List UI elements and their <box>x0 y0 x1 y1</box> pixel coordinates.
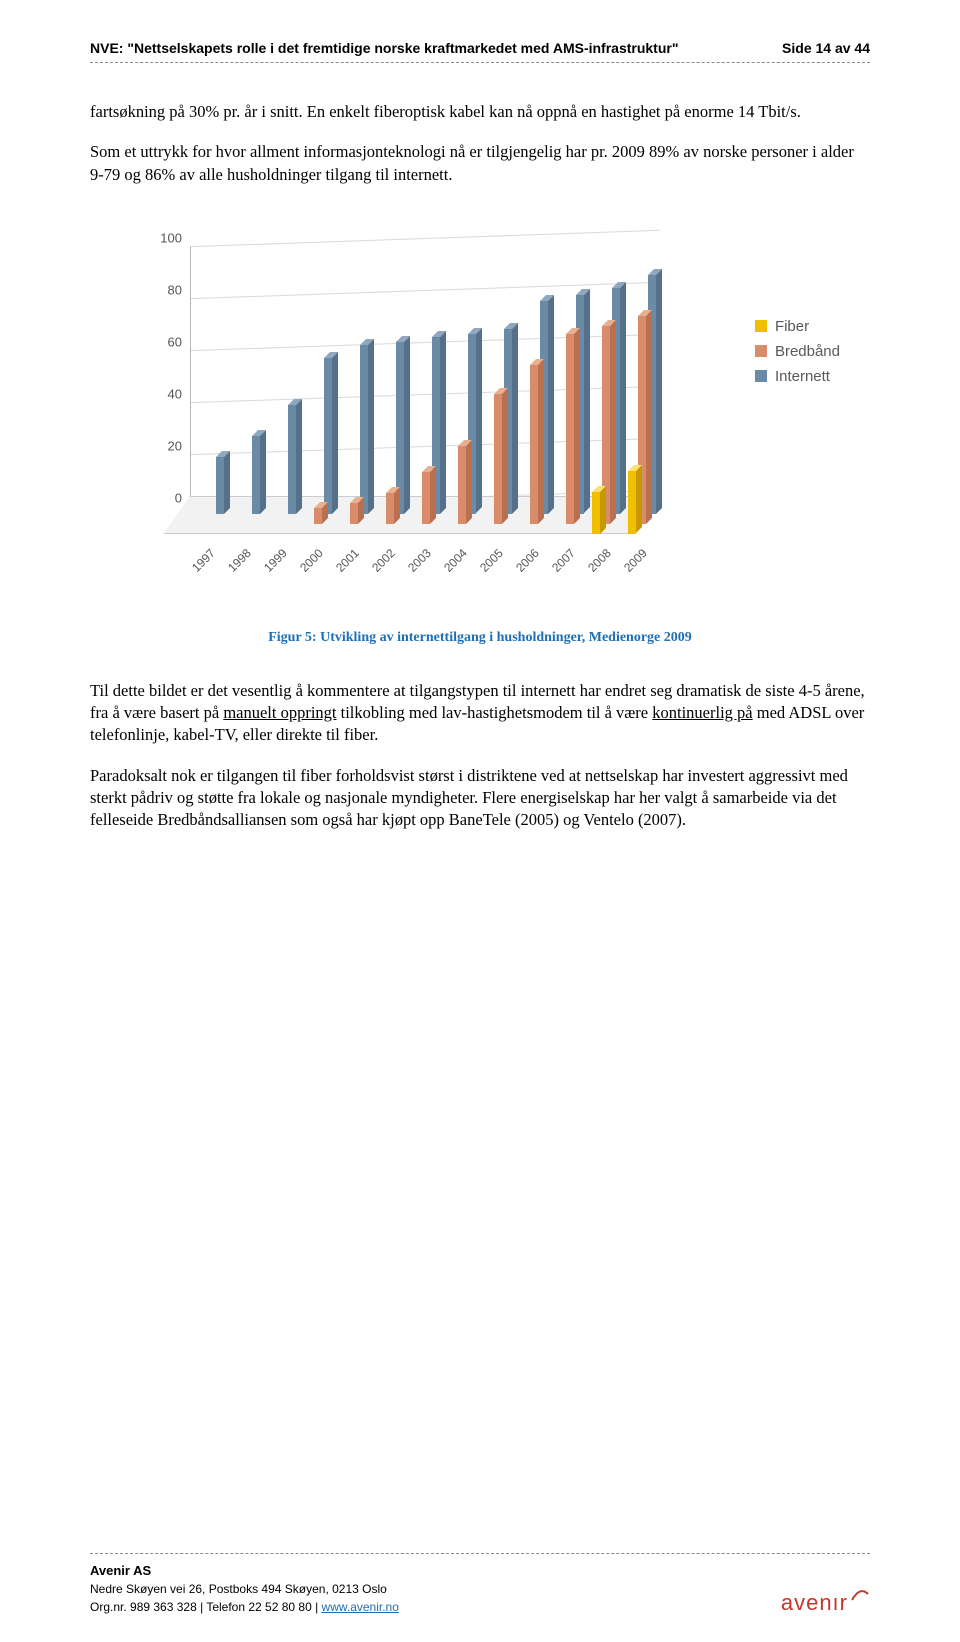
bar-internett-1999 <box>288 405 296 514</box>
footer-text: Avenir AS Nedre Skøyen vei 26, Postboks … <box>90 1562 399 1616</box>
x-tick-label: 1997 <box>180 546 218 584</box>
chart-plot-area: 020406080100 199719981999200020012002200… <box>140 238 700 558</box>
footer-company: Avenir AS <box>90 1562 399 1581</box>
x-tick-label: 2001 <box>324 546 362 584</box>
bar-internett-2000 <box>324 358 332 514</box>
paragraph-3: Til dette bildet er det vesentlig å komm… <box>90 680 870 747</box>
bar-internett-2001 <box>360 345 368 514</box>
logo-swoosh-icon <box>850 1584 870 1604</box>
legend-swatch <box>755 370 767 382</box>
chart-y-axis: 020406080100 <box>140 238 188 498</box>
p3-underline-1: manuelt oppringt <box>223 703 336 722</box>
paragraph-4: Paradoksalt nok er tilgangen til fiber f… <box>90 765 870 832</box>
x-tick-label: 2008 <box>576 546 614 584</box>
footer-contact-text: Org.nr. 989 363 328 | Telefon 22 52 80 8… <box>90 1600 322 1614</box>
avenir-logo: avenır <box>781 1590 870 1616</box>
header-divider <box>90 62 870 63</box>
x-tick-label: 2003 <box>396 546 434 584</box>
body-text-lower: Til dette bildet er det vesentlig å komm… <box>90 680 870 832</box>
y-tick-label: 80 <box>168 282 182 297</box>
bar-bredbånd-2006 <box>530 365 538 524</box>
x-tick-label: 1998 <box>216 546 254 584</box>
logo-text: avenır <box>781 1590 848 1615</box>
bar-fiber-2009 <box>628 471 636 533</box>
bar-internett-1997 <box>216 457 224 514</box>
footer-website-link[interactable]: www.avenir.no <box>322 1600 399 1614</box>
footer-divider <box>90 1553 870 1554</box>
chart-legend: Fiber Bredbånd Internett <box>755 318 840 393</box>
y-tick-label: 20 <box>168 438 182 453</box>
paragraph-1: fartsøkning på 30% pr. år i snitt. En en… <box>90 101 870 123</box>
bar-bredbånd-2004 <box>458 446 466 524</box>
x-tick-label: 2005 <box>468 546 506 584</box>
bar-internett-1998 <box>252 436 260 514</box>
body-text: fartsøkning på 30% pr. år i snitt. En en… <box>90 101 870 186</box>
x-tick-label: 2006 <box>504 546 542 584</box>
chart-x-axis: 1997199819992000200120022003200420052006… <box>168 540 658 600</box>
x-tick-label: 1999 <box>252 546 290 584</box>
bar-fiber-2008 <box>592 492 600 534</box>
y-tick-label: 100 <box>160 230 182 245</box>
x-tick-label: 2009 <box>612 546 650 584</box>
p3-underline-2: kontinuerlig på <box>652 703 752 722</box>
footer-contact: Org.nr. 989 363 328 | Telefon 22 52 80 8… <box>90 1599 399 1616</box>
y-tick-label: 40 <box>168 386 182 401</box>
page-footer: Avenir AS Nedre Skøyen vei 26, Postboks … <box>90 1553 870 1616</box>
bar-bredbånd-2000 <box>314 508 322 524</box>
legend-label: Internett <box>775 368 830 385</box>
footer-address: Nedre Skøyen vei 26, Postboks 494 Skøyen… <box>90 1581 399 1598</box>
legend-label: Fiber <box>775 318 809 335</box>
figure-caption: Figur 5: Utvikling av internettilgang i … <box>90 630 870 646</box>
legend-swatch <box>755 320 767 332</box>
x-tick-label: 2002 <box>360 546 398 584</box>
bar-bredbånd-2003 <box>422 472 430 524</box>
p3-mid: tilkobling med lav-hastighetsmodem til å… <box>337 703 653 722</box>
legend-item-bredbånd: Bredbånd <box>755 343 840 360</box>
legend-item-internett: Internett <box>755 368 840 385</box>
header-title: NVE: "Nettselskapets rolle i det fremtid… <box>90 40 678 56</box>
internet-access-chart: 020406080100 199719981999200020012002200… <box>120 228 840 608</box>
y-tick-label: 0 <box>175 490 182 505</box>
header-page-number: Side 14 av 44 <box>782 40 870 56</box>
chart-bars <box>190 238 660 534</box>
x-tick-label: 2004 <box>432 546 470 584</box>
legend-item-fiber: Fiber <box>755 318 840 335</box>
bar-bredbånd-2002 <box>386 493 394 524</box>
x-tick-label: 2007 <box>540 546 578 584</box>
y-tick-label: 60 <box>168 334 182 349</box>
x-tick-label: 2000 <box>288 546 326 584</box>
page: NVE: "Nettselskapets rolle i det fremtid… <box>0 0 960 1642</box>
bar-bredbånd-2007 <box>566 334 574 524</box>
bar-bredbånd-2005 <box>494 394 502 524</box>
page-header: NVE: "Nettselskapets rolle i det fremtid… <box>90 40 870 56</box>
legend-label: Bredbånd <box>775 343 840 360</box>
bar-bredbånd-2001 <box>350 503 358 524</box>
paragraph-2: Som et uttrykk for hvor allment informas… <box>90 141 870 186</box>
legend-swatch <box>755 345 767 357</box>
